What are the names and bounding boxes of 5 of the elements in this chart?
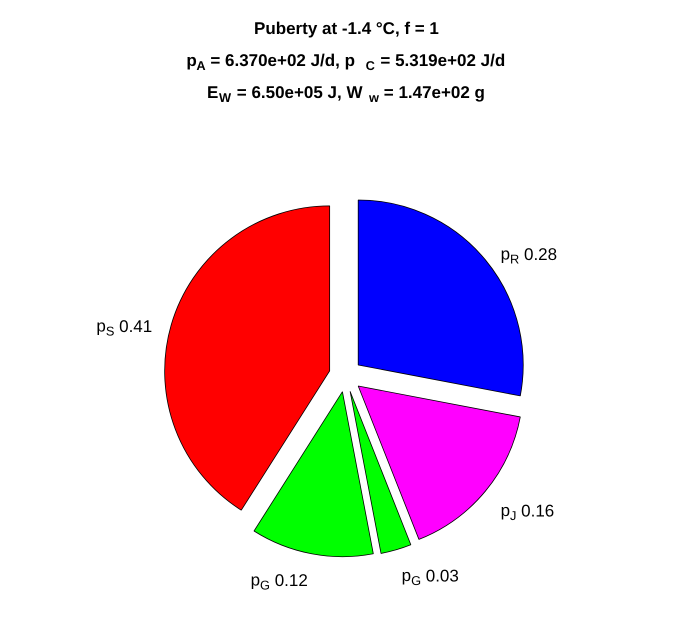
data-label: 0.03 — [426, 566, 459, 586]
data-label: 0.16 — [521, 501, 554, 520]
data-label: 0.12 — [274, 570, 308, 590]
data-label: 0.28 — [524, 244, 558, 264]
data-label: 0.41 — [119, 316, 152, 336]
